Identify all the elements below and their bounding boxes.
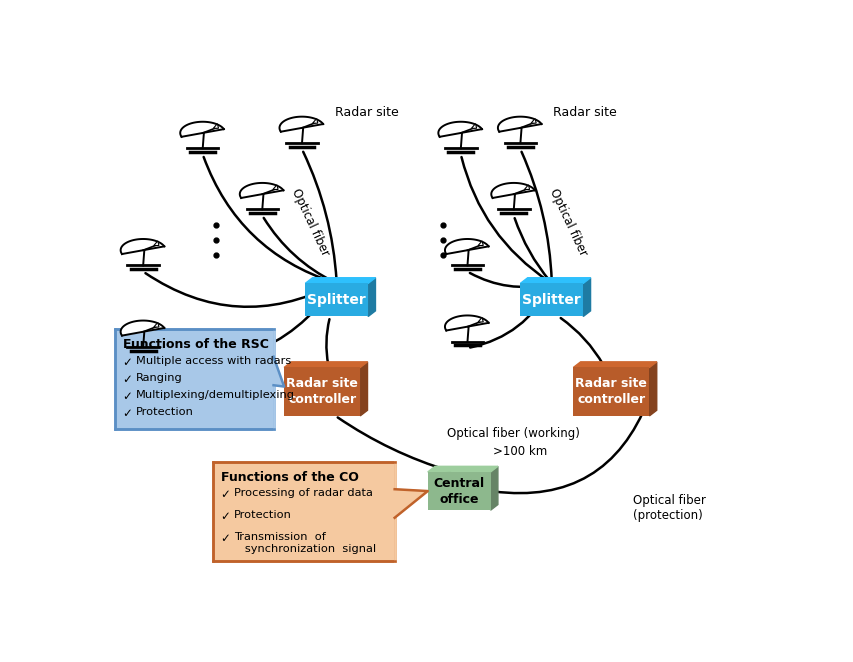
Polygon shape xyxy=(444,316,488,330)
Polygon shape xyxy=(305,278,375,283)
Text: Transmission  of
   synchronization  signal: Transmission of synchronization signal xyxy=(234,532,375,553)
Polygon shape xyxy=(583,278,590,316)
Polygon shape xyxy=(497,117,541,132)
Polygon shape xyxy=(444,239,488,254)
Polygon shape xyxy=(154,241,159,246)
Text: ✓: ✓ xyxy=(220,510,230,523)
FancyArrowPatch shape xyxy=(560,318,603,365)
Text: Ranging: Ranging xyxy=(136,373,183,383)
Polygon shape xyxy=(284,362,367,367)
Text: Multiple access with radars: Multiple access with radars xyxy=(136,355,291,365)
FancyArrowPatch shape xyxy=(514,218,549,281)
Polygon shape xyxy=(490,466,497,510)
Text: Optical fiber: Optical fiber xyxy=(547,187,589,258)
Polygon shape xyxy=(394,489,427,518)
FancyArrowPatch shape xyxy=(470,286,550,348)
Polygon shape xyxy=(273,357,284,387)
Text: Functions of the RSC: Functions of the RSC xyxy=(123,338,268,352)
Text: Optical fiber
(protection): Optical fiber (protection) xyxy=(632,494,705,522)
FancyArrowPatch shape xyxy=(203,157,334,283)
Text: Radar site: Radar site xyxy=(334,106,398,119)
FancyBboxPatch shape xyxy=(284,367,360,416)
Text: Protection: Protection xyxy=(234,510,292,520)
FancyArrowPatch shape xyxy=(521,152,551,281)
FancyArrowPatch shape xyxy=(493,399,647,493)
Text: Radar site
controller: Radar site controller xyxy=(286,377,357,406)
Polygon shape xyxy=(427,466,497,472)
Polygon shape xyxy=(519,278,590,283)
FancyArrowPatch shape xyxy=(264,218,334,282)
Text: Functions of the CO: Functions of the CO xyxy=(220,471,358,484)
Text: Processing of radar data: Processing of radar data xyxy=(234,489,372,498)
Text: ✓: ✓ xyxy=(123,390,132,402)
Text: Splitter: Splitter xyxy=(307,293,366,307)
Text: Radar site
controller: Radar site controller xyxy=(575,377,647,406)
Text: ✓: ✓ xyxy=(220,532,230,545)
FancyBboxPatch shape xyxy=(212,462,394,561)
FancyArrowPatch shape xyxy=(303,152,336,281)
Polygon shape xyxy=(438,122,481,137)
Polygon shape xyxy=(572,362,656,367)
Polygon shape xyxy=(120,239,164,254)
Polygon shape xyxy=(531,118,536,123)
Polygon shape xyxy=(478,317,483,322)
FancyBboxPatch shape xyxy=(519,283,583,316)
Text: Protection: Protection xyxy=(136,406,194,416)
Polygon shape xyxy=(490,183,534,198)
Text: ✓: ✓ xyxy=(123,406,132,420)
Text: ✓: ✓ xyxy=(220,489,230,501)
Text: Splitter: Splitter xyxy=(522,293,581,307)
Polygon shape xyxy=(120,320,164,336)
Polygon shape xyxy=(273,185,278,189)
FancyArrowPatch shape xyxy=(145,273,334,307)
Text: ✓: ✓ xyxy=(123,373,132,386)
Polygon shape xyxy=(279,117,322,132)
FancyBboxPatch shape xyxy=(427,472,490,510)
Polygon shape xyxy=(180,122,223,137)
FancyBboxPatch shape xyxy=(572,367,648,416)
Polygon shape xyxy=(368,278,375,316)
Polygon shape xyxy=(360,362,367,416)
Polygon shape xyxy=(240,183,283,198)
Text: Radar site: Radar site xyxy=(553,106,617,119)
Text: Central
office: Central office xyxy=(433,477,485,506)
FancyBboxPatch shape xyxy=(305,283,368,316)
FancyArrowPatch shape xyxy=(326,319,329,365)
Text: Optical fiber: Optical fiber xyxy=(289,187,332,258)
FancyArrowPatch shape xyxy=(469,273,548,287)
Text: Multiplexing/demultiplexing: Multiplexing/demultiplexing xyxy=(136,390,294,400)
Text: >100 km: >100 km xyxy=(493,445,547,458)
Polygon shape xyxy=(478,241,483,246)
Polygon shape xyxy=(471,124,476,128)
FancyArrowPatch shape xyxy=(146,285,334,361)
Polygon shape xyxy=(524,185,529,189)
Text: Optical fiber (working): Optical fiber (working) xyxy=(447,427,579,440)
FancyBboxPatch shape xyxy=(114,329,273,428)
FancyArrowPatch shape xyxy=(337,418,450,471)
FancyArrowPatch shape xyxy=(461,157,548,282)
Polygon shape xyxy=(213,124,218,128)
Polygon shape xyxy=(648,362,656,416)
Text: ✓: ✓ xyxy=(123,355,132,369)
Polygon shape xyxy=(154,322,159,327)
Polygon shape xyxy=(312,118,317,123)
